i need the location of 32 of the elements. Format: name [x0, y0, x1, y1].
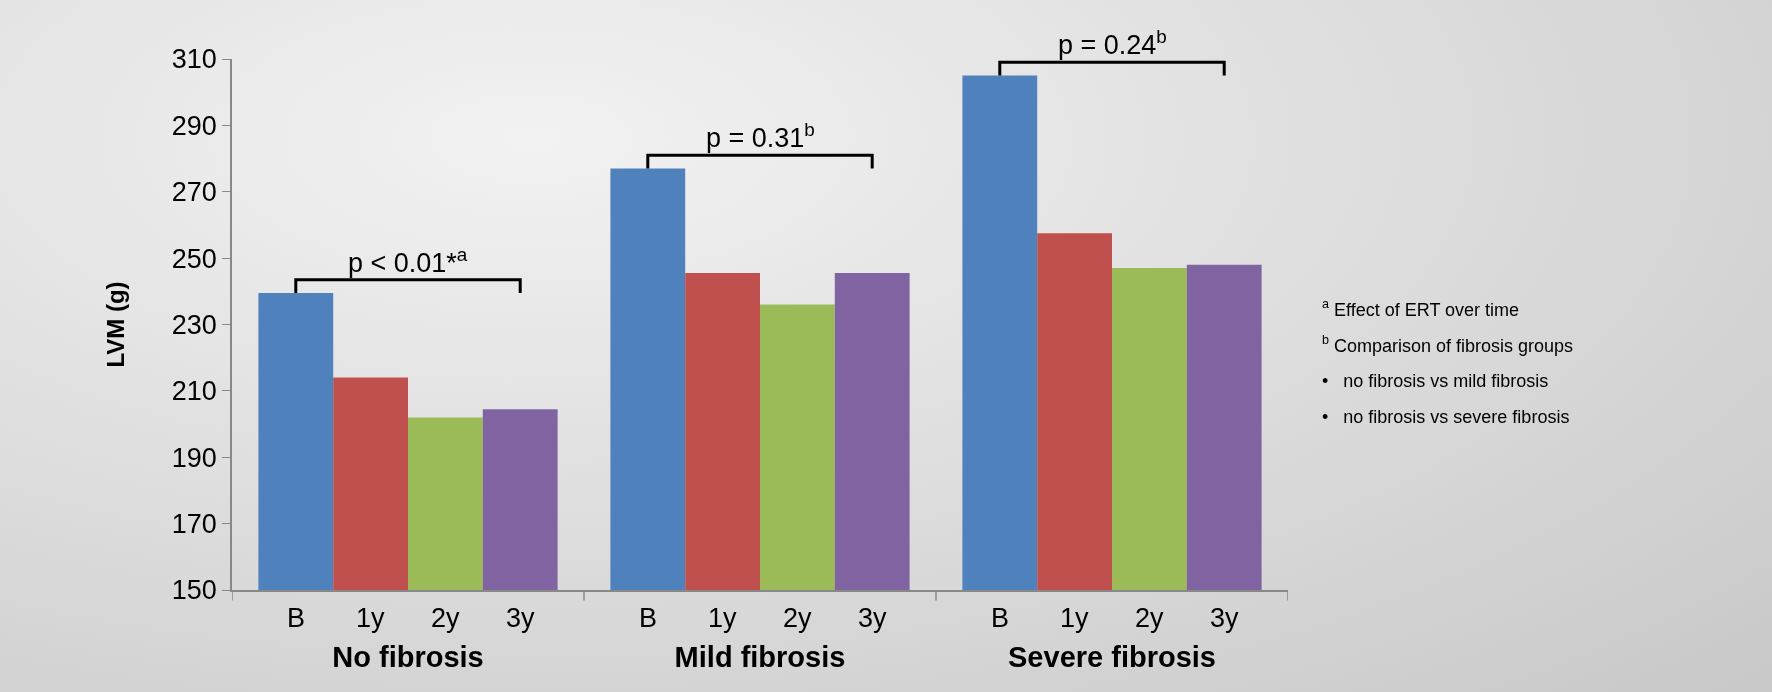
text: $^{b}$ Comparison of fibrosis groups	[1322, 333, 1574, 356]
x-tick-label: No fibrosis	[332, 640, 484, 673]
text: 2y	[783, 603, 812, 633]
text: 3y	[506, 603, 535, 633]
y-axis-title: LVM (g)	[102, 281, 130, 368]
annotation: p = 0.24$^{b}$	[1058, 26, 1167, 61]
text: B	[991, 603, 1010, 633]
x-tick-label: Mild fibrosis	[674, 640, 846, 673]
text: 1y	[1060, 603, 1089, 633]
text: 1y	[356, 603, 385, 633]
y-tick-label: 310	[171, 44, 217, 75]
annotation: p = 0.31$^{b}$	[706, 119, 815, 154]
text: B	[639, 603, 658, 633]
y-tick-label: 250	[171, 243, 217, 274]
text: 3y	[858, 603, 887, 633]
y-tick-label: 270	[171, 177, 217, 208]
text: • no fibrosis vs severe fibrosis	[1322, 407, 1570, 427]
text: • no fibrosis vs mild fibrosis	[1322, 371, 1549, 391]
y-tick-label: 290	[171, 110, 217, 141]
y-tick-label: 150	[171, 575, 217, 606]
text: $^{a}$ Effect of ERT over time	[1322, 297, 1520, 320]
x-tick-label: Severe fibrosis	[1008, 640, 1216, 673]
text: 2y	[1135, 603, 1164, 633]
y-tick-label: 210	[171, 376, 217, 407]
series-label: 1y	[708, 603, 738, 633]
y-tick-label: 230	[171, 309, 217, 340]
series-label: 3y	[1210, 603, 1240, 633]
y-tick-label: 190	[171, 442, 217, 473]
annotation: p < 0.01*$^{a}$	[348, 244, 468, 279]
series-label: B	[287, 603, 306, 633]
series-label: 2y	[431, 603, 461, 633]
y-tick-label: 170	[171, 509, 217, 540]
